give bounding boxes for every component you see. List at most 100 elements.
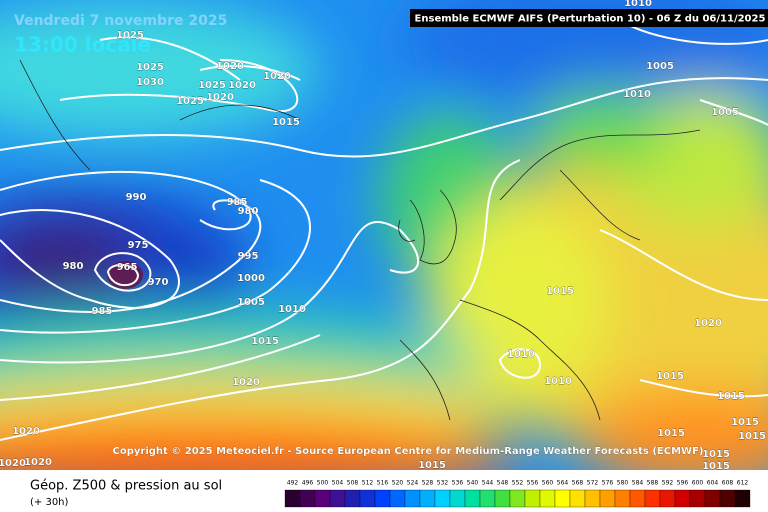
- isobar-label: 1015: [418, 460, 446, 471]
- isobar-label: 1025: [116, 30, 144, 41]
- isobar-label: 990: [126, 192, 147, 203]
- scale-label: 536: [452, 480, 464, 487]
- isobar-label: 1010: [624, 0, 652, 9]
- scale-label: 564: [557, 480, 569, 487]
- scale-swatch: [689, 489, 706, 508]
- scale-swatch: [614, 489, 631, 508]
- color-scale: 492 496 500 504 508 512 516 520 524 528 532 536 540 5…: [284, 480, 751, 508]
- scale-swatch: [329, 489, 346, 508]
- scale-swatch: [704, 489, 721, 508]
- scale-swatch: [509, 489, 526, 508]
- scale-label: 496: [302, 480, 314, 487]
- scale-swatch: [404, 489, 421, 508]
- isobar-label: 1025: [198, 80, 226, 91]
- isobar-label: 1005: [646, 61, 674, 72]
- isobar-label: 1020: [12, 426, 40, 437]
- footer-title: Géop. Z500 & pression au sol: [30, 479, 222, 494]
- model-banner: [410, 9, 768, 27]
- footer-subtitle: (+ 30h): [30, 497, 69, 508]
- scale-swatch: [659, 489, 676, 508]
- scale-swatch: [419, 489, 436, 508]
- scale-label: 500: [317, 480, 329, 487]
- isobar-label: 995: [238, 251, 259, 262]
- scale-label: 548: [497, 480, 509, 487]
- scale-swatch: [734, 489, 751, 508]
- isobar-label: 1015: [656, 371, 684, 382]
- scale-swatch: [644, 489, 661, 508]
- scale-swatch: [524, 489, 541, 508]
- scale-swatch: [719, 489, 736, 508]
- scale-label: 560: [542, 480, 554, 487]
- isobar-label: 1010: [544, 376, 572, 387]
- scale-label: 524: [407, 480, 419, 487]
- isobar-label: 1015: [738, 431, 766, 442]
- scale-swatch: [674, 489, 691, 508]
- isobar-label: 1015: [657, 428, 685, 439]
- isobar-label: 1015: [251, 336, 279, 347]
- scale-label: 504: [332, 480, 344, 487]
- scale-swatch: [629, 489, 646, 508]
- scale-swatch: [464, 489, 481, 508]
- scale-label: 604: [707, 480, 719, 487]
- scale-label: 572: [587, 480, 599, 487]
- isobar-label: 1010: [278, 304, 306, 315]
- scale-label: 612: [737, 480, 749, 487]
- scale-swatch: [599, 489, 616, 508]
- scale-label: 552: [512, 480, 524, 487]
- scale-swatch: [449, 489, 466, 508]
- isobar-label: 985: [92, 306, 113, 317]
- scale-label: 592: [662, 480, 674, 487]
- isobar-label: 1010: [507, 349, 535, 360]
- scale-label: 516: [377, 480, 389, 487]
- isobar-label: 1020: [216, 61, 244, 72]
- scale-label: 584: [632, 480, 644, 487]
- scale-swatch: [299, 489, 316, 508]
- isobar-label: 1020: [232, 377, 260, 388]
- scale-label: 532: [437, 480, 449, 487]
- scale-label: 540: [467, 480, 479, 487]
- isobar-label: 1025: [136, 62, 164, 73]
- scale-label: 576: [602, 480, 614, 487]
- isobar-label: 980: [238, 206, 259, 217]
- scale-label: 608: [722, 480, 734, 487]
- isobar-label: 1020: [0, 458, 26, 469]
- scale-swatch: [539, 489, 556, 508]
- scale-swatch: [359, 489, 376, 508]
- scale-swatch: [374, 489, 391, 508]
- scale-label: 568: [572, 480, 584, 487]
- scale-label: 544: [482, 480, 494, 487]
- isobar-label: 1015: [702, 461, 730, 472]
- isobar-label: 1020: [694, 318, 722, 329]
- isobar-label: 1020: [228, 80, 256, 91]
- isobar-label: 1020: [24, 457, 52, 468]
- isobar-label: 1025: [176, 96, 204, 107]
- scale-label: 512: [362, 480, 374, 487]
- scale-swatch: [569, 489, 586, 508]
- scale-label: 520: [392, 480, 404, 487]
- copyright: Copyright © 2025 Meteociel.fr - Source E…: [113, 446, 704, 457]
- scale-swatch: [434, 489, 451, 508]
- isobar-label: 975: [128, 240, 149, 251]
- isobar-label: 1020: [206, 92, 234, 103]
- isobar-label: 1010: [623, 89, 651, 100]
- isobar-label: 965: [117, 262, 138, 273]
- scale-label: 492: [287, 480, 299, 487]
- map: [0, 0, 768, 470]
- scale-swatch: [344, 489, 361, 508]
- isobar-label: 1015: [731, 417, 759, 428]
- isobar-label: 970: [148, 277, 169, 288]
- isobar-label: 1015: [272, 117, 300, 128]
- isobar-label: 1020: [263, 71, 291, 82]
- isobar-label: 1005: [711, 107, 739, 118]
- model-title: Ensemble ECMWF AIFS (Perturbation 10) - …: [415, 14, 766, 25]
- scale-swatch: [584, 489, 601, 508]
- scale-label: 556: [527, 480, 539, 487]
- scale-swatch: [314, 489, 331, 508]
- scale-label: 600: [692, 480, 704, 487]
- scale-label: 588: [647, 480, 659, 487]
- isobar-label: 985: [227, 197, 248, 208]
- isobar-label: 1015: [546, 286, 574, 297]
- scale-swatch: [389, 489, 406, 508]
- isobar-label: 1000: [237, 273, 265, 284]
